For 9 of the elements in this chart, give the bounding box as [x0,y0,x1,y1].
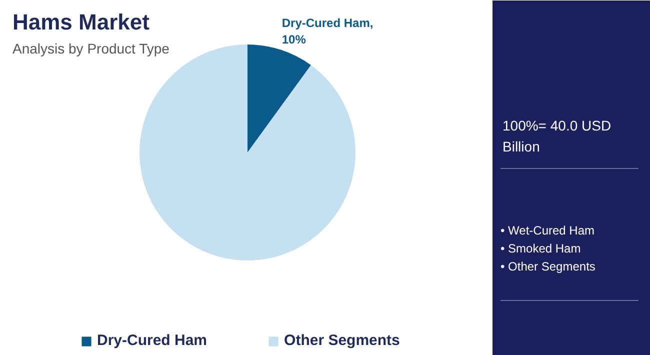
legend-label: Dry-Cured Ham [97,332,208,349]
text: • Wet-Cured Ham [500,224,595,238]
chart-title: Hams Market [12,10,150,34]
text: • Smoked Ham [500,242,581,256]
text: • Other Segments [500,260,596,274]
text: 100%= 40.0 USD Billion [502,118,612,154]
data-label: Dry-Cured Ham, 10% [282,16,374,47]
legend-label: Other Segments [284,332,400,349]
text: Analysis by Product Type [12,40,170,56]
